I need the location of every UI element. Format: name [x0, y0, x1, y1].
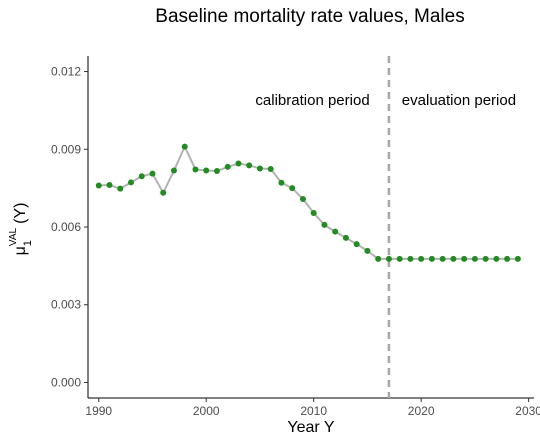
data-point [267, 165, 274, 172]
y-tick-label: 0.000 [51, 375, 81, 389]
data-point [106, 182, 113, 189]
plot-area: 1990 2000 2010 2020 2030 0.0000.0030.0060.00… [51, 56, 540, 418]
annotation-label: evaluation period [402, 92, 516, 109]
annotations: calibration period evaluation period [255, 92, 516, 109]
y-title-sup: VAL [8, 227, 19, 246]
data-point [127, 179, 134, 186]
data-point [235, 160, 242, 167]
x-ticks: 1990 2000 2010 2020 2030 [85, 398, 540, 418]
series-group [95, 143, 521, 262]
svg-text:μ1VAL(Y): μ1VAL (Y) [8, 203, 34, 256]
data-point [504, 255, 511, 262]
y-title-base: μ [12, 246, 29, 255]
data-point [213, 168, 220, 175]
data-point [117, 185, 124, 192]
series-line [98, 144, 518, 260]
chart-title: Baseline mortality rate values, Males [155, 6, 464, 27]
data-point [428, 255, 435, 262]
y-ticks: 0.000 0.003 0.006 0.009 0.012 [51, 65, 88, 389]
y-axis-title: μ1VAL (Y) [8, 203, 34, 256]
data-point [138, 173, 145, 180]
data-point [418, 255, 425, 262]
data-point [514, 255, 521, 262]
data-point [407, 255, 414, 262]
data-point [385, 255, 392, 262]
data-point [149, 170, 156, 177]
data-point [170, 167, 177, 174]
data-point [364, 247, 371, 254]
y-tick-label: 0.003 [51, 298, 81, 312]
y-title-suffix: (Y) [12, 203, 29, 224]
y-tick-label: 0.006 [51, 220, 81, 234]
data-point [256, 165, 263, 172]
x-tick-label: 2010 [300, 404, 327, 418]
x-tick-label: 2020 [408, 404, 435, 418]
data-point [375, 255, 382, 262]
x-tick-label: 1990 [85, 404, 112, 418]
data-point [482, 255, 489, 262]
data-point [192, 166, 199, 173]
x-tick-label: 2000 [193, 404, 220, 418]
data-point [310, 210, 317, 217]
data-point [461, 255, 468, 262]
data-point [471, 255, 478, 262]
y-title-sub: 1 [22, 240, 34, 246]
x-axis-title: Year Y [287, 419, 334, 436]
data-point [439, 255, 446, 262]
data-point [246, 162, 253, 169]
data-point [160, 189, 167, 196]
data-point [332, 228, 339, 235]
data-point [203, 167, 210, 174]
data-point [95, 182, 102, 189]
data-point [450, 255, 457, 262]
y-tick-label: 0.012 [51, 65, 81, 79]
data-point [342, 234, 349, 241]
data-point [493, 255, 500, 262]
data-point [353, 241, 360, 248]
data-point [224, 163, 231, 170]
annotation-label: calibration period [255, 92, 369, 109]
y-tick-label: 0.009 [51, 142, 81, 156]
data-point [299, 196, 306, 203]
data-point [321, 221, 328, 228]
data-point [396, 255, 403, 262]
data-point [278, 179, 285, 186]
x-tick-label: 2030 [515, 404, 540, 418]
data-point [289, 185, 296, 192]
data-point [181, 143, 188, 150]
